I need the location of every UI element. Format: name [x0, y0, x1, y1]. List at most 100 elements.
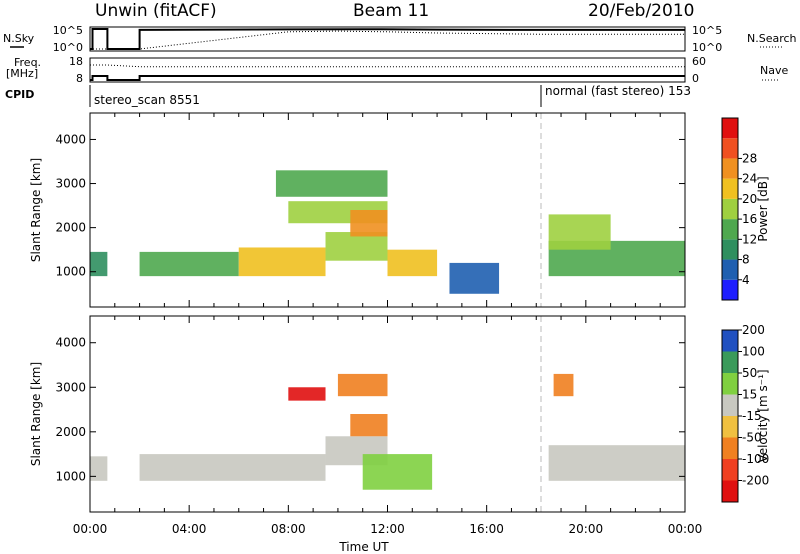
power-region-5 [350, 210, 388, 237]
noise-tick-right-bottom: 10^0 [692, 41, 722, 54]
power-y-ticks: 1000 2000 3000 4000 [55, 132, 685, 279]
power-colorbar-tick-label-3: 16 [742, 212, 757, 226]
velocity-region-3 [288, 387, 326, 401]
power-colorbar-tick-label-6: 28 [742, 151, 757, 165]
power-ylabel: Slant Range [km] [29, 158, 43, 262]
power-region-3 [325, 232, 388, 261]
power-colorbar-ticks: 4 8 12 16 20 24 28 [738, 151, 757, 287]
time-tick-label-3: 12:00 [370, 522, 405, 536]
velocity-yticks-label-3: 4000 [55, 336, 86, 350]
velocity-region-5 [350, 414, 388, 437]
velocity-colorbar-tick-label-0: -200 [742, 474, 769, 488]
velocity-colorbar-block-1 [722, 459, 738, 481]
frequency-panel-frame [89, 57, 686, 83]
power-region-8 [449, 262, 500, 294]
velocity-data-regions [90, 373, 685, 490]
nsky-label: N.Sky [3, 32, 35, 45]
velocity-region-6 [362, 454, 433, 490]
power-colorbar-block-6 [722, 158, 738, 179]
power-colorbar-frame [721, 117, 739, 301]
velocity-region-8 [553, 373, 574, 397]
power-yticks-label-0: 1000 [55, 265, 86, 279]
power-colorbar-tick-label-2: 12 [742, 232, 757, 246]
power-colorbar: 4 8 12 16 20 24 28 [721, 117, 757, 301]
freq-tick-left-bottom: 8 [76, 72, 83, 85]
freq-tick-right-bottom: 0 [692, 72, 699, 85]
nave-series-line [90, 64, 685, 68]
velocity-yticks-label-2: 3000 [55, 380, 86, 394]
nsearch-label: N.Search [747, 32, 797, 45]
power-region-2 [238, 247, 326, 277]
power-yticks-label-1: 2000 [55, 221, 86, 235]
nsearch-series-line [90, 30, 685, 50]
power-colorbar-tick-label-5: 24 [742, 172, 757, 186]
power-region-10 [548, 214, 611, 250]
power-colorbar-block-1 [722, 259, 738, 280]
noise-panel-frame [89, 26, 686, 52]
velocity-colorbar-tick-label-3: -15 [742, 409, 762, 423]
velocity-colorbar-block-6 [722, 351, 738, 373]
power-region-0 [90, 251, 108, 277]
velocity-ylabel: Slant Range [km] [29, 362, 43, 466]
velocity-yticks-label-0: 1000 [55, 469, 86, 483]
power-colorbar-block-2 [722, 239, 738, 260]
power-colorbar-block-7 [722, 138, 738, 159]
velocity-colorbar-label: Velocity [m s⁻¹] [756, 369, 770, 462]
power-colorbar-block-4 [722, 198, 738, 220]
noise-tick-right-top: 10^5 [692, 24, 722, 37]
velocity-colorbar: -200 -100 -50 -15 15 50 100 200 [721, 323, 769, 503]
velocity-colorbar-block-5 [722, 373, 738, 395]
power-region-7 [387, 249, 438, 277]
velocity-colorbar-tick-label-7: 200 [742, 323, 765, 337]
noise-panel [89, 26, 686, 52]
velocity-colorbar-block-7 [722, 330, 738, 352]
nsky-series-line [90, 28, 685, 50]
time-tick-label-2: 08:00 [271, 522, 306, 536]
frequency-panel [89, 57, 686, 83]
velocity-colorbar-tick-label-1: -100 [742, 452, 769, 466]
station-title: Unwin (fitACF) [95, 1, 217, 21]
time-tick-label-6: 00:00 [668, 522, 703, 536]
velocity-region-0 [90, 456, 108, 481]
power-data-regions [90, 170, 685, 294]
cpid-segment-2: normal (fast stereo) 153 [545, 84, 691, 98]
date-title: 20/Feb/2010 [588, 1, 694, 21]
power-colorbar-block-3 [722, 219, 738, 240]
velocity-colorbar-tick-label-2: -50 [742, 431, 762, 445]
time-tick-label-1: 04:00 [172, 522, 207, 536]
power-colorbar-block-5 [722, 178, 738, 199]
power-region-1 [139, 251, 239, 277]
nave-label: Nave [760, 64, 788, 77]
freq-label-line1: Freq. [14, 56, 41, 69]
freq-tick-right-top: 60 [692, 55, 706, 68]
velocity-x-ticks: 00:00 04:00 08:00 12:00 16:00 20:00 00:00 [73, 316, 703, 536]
cpid-label: CPID [5, 88, 34, 101]
freq-series-line [90, 75, 685, 81]
velocity-colorbar-block-3 [722, 416, 738, 438]
power-colorbar-tick-label-0: 4 [742, 273, 750, 287]
power-colorbar-label: Power [dB] [756, 176, 770, 241]
noise-tick-left-bottom: 10^0 [53, 41, 83, 54]
power-x-ticks [89, 113, 686, 307]
velocity-colorbar-blocks [722, 330, 738, 502]
velocity-region-7 [548, 445, 685, 481]
velocity-colorbar-tick-label-4: 15 [742, 388, 757, 402]
power-colorbar-block-8 [722, 118, 738, 139]
power-colorbar-tick-label-4: 20 [742, 192, 757, 206]
power-colorbar-blocks [722, 118, 738, 300]
power-yticks-label-3: 4000 [55, 132, 86, 146]
noise-tick-left-top: 10^5 [53, 24, 83, 37]
cpid-segment-1: stereo_scan 8551 [94, 93, 200, 107]
velocity-colorbar-block-2 [722, 437, 738, 459]
velocity-colorbar-tick-label-6: 100 [742, 345, 765, 359]
freq-label-line2: [MHz] [6, 67, 38, 80]
velocity-region-1 [139, 454, 326, 481]
time-axis-label: Time UT [338, 540, 389, 554]
time-tick-label-4: 16:00 [469, 522, 504, 536]
velocity-colorbar-ticks: -200 -100 -50 -15 15 50 100 200 [738, 323, 769, 488]
beam-title: Beam 11 [353, 1, 429, 21]
power-colorbar-tick-label-1: 8 [742, 253, 750, 267]
velocity-panel: 1000 2000 3000 4000 00:00 04:00 08:00 12:00 16:… [55, 315, 703, 536]
power-colorbar-block-0 [722, 279, 738, 300]
